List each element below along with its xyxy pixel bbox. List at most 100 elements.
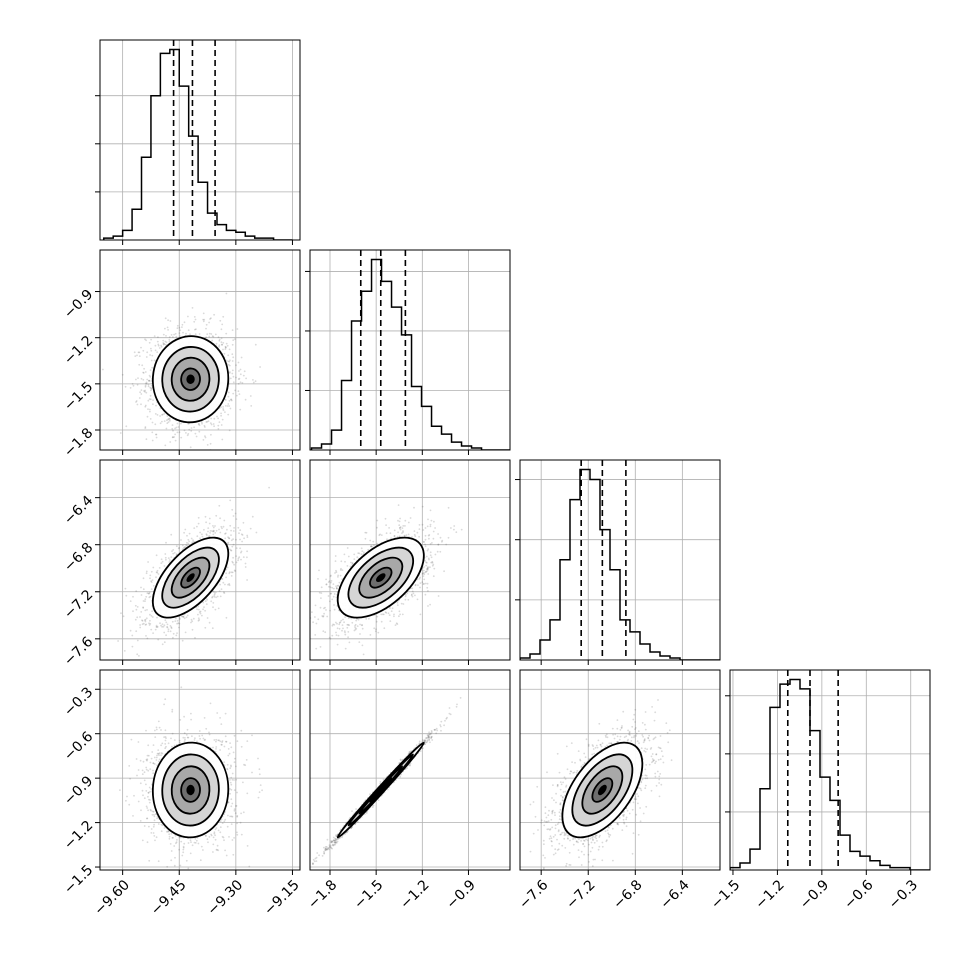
scatter-point bbox=[217, 424, 220, 427]
scatter-point bbox=[204, 435, 206, 437]
scatter-point bbox=[197, 516, 200, 519]
scatter-point bbox=[136, 639, 139, 642]
scatter-point bbox=[232, 339, 235, 341]
scatter-point bbox=[418, 524, 421, 526]
scatter-point bbox=[388, 527, 390, 529]
scatter-point bbox=[443, 570, 445, 573]
scatter-point bbox=[141, 364, 144, 367]
scatter-point bbox=[331, 598, 334, 601]
scatter-point bbox=[337, 574, 339, 577]
scatter-point bbox=[227, 391, 230, 394]
scatter-point bbox=[229, 371, 231, 373]
scatter-point bbox=[145, 572, 148, 575]
scatter-point bbox=[173, 333, 176, 336]
scatter-point bbox=[159, 422, 162, 425]
scatter-point bbox=[250, 405, 253, 407]
scatter-point bbox=[244, 398, 247, 401]
scatter-point bbox=[377, 631, 380, 634]
scatter-point bbox=[165, 341, 168, 344]
scatter-point bbox=[213, 591, 216, 594]
scatter-point bbox=[187, 422, 190, 425]
scatter-point bbox=[157, 638, 160, 641]
scatter-point bbox=[227, 583, 229, 586]
scatter-point bbox=[331, 586, 334, 589]
scatter-point bbox=[332, 583, 335, 585]
scatter-point bbox=[178, 332, 181, 334]
scatter-point bbox=[205, 327, 207, 330]
scatter-point bbox=[340, 560, 343, 563]
scatter-panel-2-1 bbox=[309, 459, 511, 665]
scatter-point bbox=[175, 553, 178, 555]
scatter-point bbox=[342, 618, 344, 621]
scatter-point bbox=[146, 378, 149, 381]
scatter-point bbox=[226, 542, 229, 545]
scatter-point bbox=[124, 385, 127, 388]
scatter-point bbox=[172, 552, 175, 555]
scatter-point bbox=[210, 600, 213, 603]
scatter-point bbox=[228, 537, 231, 540]
scatter-point bbox=[325, 583, 328, 586]
scatter-point bbox=[329, 586, 332, 589]
scatter-point bbox=[153, 335, 156, 337]
scatter-point bbox=[131, 383, 134, 385]
scatter-point bbox=[154, 349, 157, 352]
scatter-point bbox=[138, 355, 141, 357]
scatter-point bbox=[169, 630, 172, 633]
scatter-point bbox=[211, 339, 214, 342]
scatter-point bbox=[346, 623, 349, 626]
scatter-point bbox=[162, 333, 165, 336]
scatter-point bbox=[188, 428, 191, 431]
scatter-point bbox=[397, 531, 399, 534]
scatter-point bbox=[172, 336, 174, 338]
y-tick-label: −6.8 bbox=[61, 540, 96, 575]
contour-line bbox=[170, 556, 211, 599]
scatter-point bbox=[346, 626, 349, 629]
scatter-point bbox=[212, 529, 215, 532]
scatter-point bbox=[212, 423, 215, 425]
scatter-point bbox=[144, 609, 147, 612]
scatter-point bbox=[214, 333, 217, 336]
scatter-point bbox=[314, 604, 317, 607]
scatter-point bbox=[218, 421, 221, 423]
scatter-point bbox=[222, 342, 225, 344]
scatter-point bbox=[240, 558, 242, 561]
scatter-point bbox=[163, 343, 166, 345]
scatter-point bbox=[437, 543, 440, 546]
scatter-point bbox=[361, 550, 364, 553]
scatter-point bbox=[144, 390, 146, 393]
scatter-point bbox=[185, 616, 188, 619]
scatter-point bbox=[202, 601, 205, 604]
scatter-point bbox=[228, 405, 231, 407]
scatter-point bbox=[188, 540, 191, 543]
scatter-point bbox=[188, 532, 191, 535]
scatter-point bbox=[192, 540, 195, 543]
scatter-point bbox=[168, 561, 171, 563]
scatter-point bbox=[333, 587, 335, 590]
scatter-point bbox=[425, 564, 428, 567]
scatter-point bbox=[139, 391, 142, 394]
scatter-point bbox=[180, 539, 182, 541]
scatter-point bbox=[422, 540, 425, 543]
scatter-point bbox=[231, 571, 234, 574]
scatter-point bbox=[152, 585, 155, 587]
scatter-point bbox=[194, 333, 197, 335]
scatter-point bbox=[246, 556, 248, 559]
scatter-point bbox=[144, 405, 147, 408]
scatter-point bbox=[166, 422, 169, 425]
scatter-point bbox=[355, 627, 358, 630]
scatter-point bbox=[147, 408, 149, 410]
scatter-point bbox=[194, 432, 197, 435]
scatter-point bbox=[207, 527, 210, 529]
scatter-point bbox=[142, 600, 145, 602]
scatter-point bbox=[150, 389, 152, 392]
scatter-point bbox=[416, 578, 419, 581]
scatter-point bbox=[342, 627, 344, 630]
scatter-point bbox=[203, 606, 205, 608]
contour-line bbox=[180, 367, 201, 391]
scatter-point bbox=[175, 335, 178, 338]
scatter-point bbox=[354, 626, 357, 629]
scatter-point bbox=[180, 436, 183, 439]
scatter-point bbox=[259, 366, 261, 368]
scatter-point bbox=[145, 570, 148, 573]
scatter-point bbox=[429, 523, 432, 526]
